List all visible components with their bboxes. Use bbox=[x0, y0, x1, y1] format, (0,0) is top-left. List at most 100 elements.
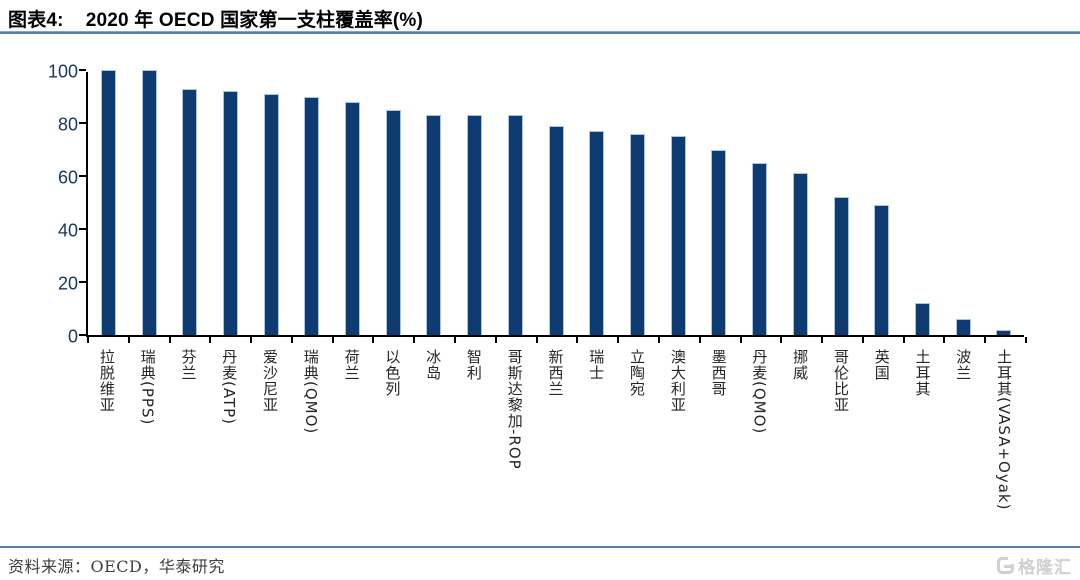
bar bbox=[100, 70, 116, 335]
category-label: 澳大利亚 bbox=[668, 349, 687, 413]
x-label-slot: 丹麦(ATP) bbox=[208, 349, 249, 510]
bar bbox=[711, 149, 727, 335]
y-axis-tick bbox=[79, 69, 86, 71]
bar bbox=[874, 205, 890, 335]
bar-slot bbox=[861, 72, 902, 335]
bar-slot bbox=[414, 72, 455, 335]
category-label: 波兰 bbox=[954, 349, 973, 381]
x-label-slot: 爱沙尼亚 bbox=[249, 349, 290, 510]
bar-slot bbox=[495, 72, 536, 335]
x-axis-tick bbox=[454, 337, 457, 343]
bar-slot bbox=[373, 72, 414, 335]
bar bbox=[304, 96, 320, 335]
bar bbox=[345, 101, 361, 335]
y-axis-tick bbox=[79, 122, 86, 124]
category-label: 丹麦(QMO) bbox=[750, 349, 769, 435]
bar bbox=[955, 319, 971, 335]
watermark-logo: 格隆汇 bbox=[997, 553, 1072, 578]
y-axis-tick bbox=[79, 334, 86, 336]
source-note: 资料来源：OECD，华泰研究 bbox=[8, 557, 225, 576]
x-label-slot: 丹麦(QMO) bbox=[739, 349, 780, 510]
bar bbox=[141, 70, 157, 335]
x-axis-tick bbox=[290, 337, 293, 343]
category-label: 英国 bbox=[872, 349, 891, 381]
bar bbox=[996, 329, 1012, 335]
category-label: 拉脱维亚 bbox=[97, 349, 116, 413]
category-label: 智利 bbox=[464, 349, 483, 381]
bar-slot bbox=[983, 72, 1024, 335]
x-axis-tick bbox=[861, 337, 864, 343]
bar-chart: 拉脱维亚 瑞典(PPS) 芬兰 丹麦(ATP) 爱沙尼亚 瑞典(QMO) 荷兰 以色列 冰岛 智利… bbox=[0, 40, 1080, 540]
x-axis-tick bbox=[739, 337, 742, 343]
bar-slot bbox=[699, 72, 740, 335]
x-label-slot: 瑞士 bbox=[575, 349, 616, 510]
x-label-slot: 哥伦比亚 bbox=[820, 349, 861, 510]
x-axis-tick bbox=[372, 337, 375, 343]
title-divider bbox=[0, 31, 1080, 34]
x-axis-tick bbox=[902, 337, 905, 343]
category-label: 冰岛 bbox=[424, 349, 443, 381]
bar-slot bbox=[739, 72, 780, 335]
bar bbox=[222, 91, 238, 335]
x-label-slot: 哥斯达黎加-ROP bbox=[494, 349, 535, 510]
bar bbox=[507, 115, 523, 335]
x-label-slot: 瑞典(QMO) bbox=[290, 349, 331, 510]
bar bbox=[589, 130, 605, 335]
bar-slot bbox=[292, 72, 333, 335]
bars-container bbox=[88, 70, 1024, 335]
bar-slot bbox=[88, 70, 129, 335]
y-tick-label: 40 bbox=[57, 220, 78, 241]
x-axis-tick bbox=[209, 337, 212, 343]
page-title: 图表4: 2020 年 OECD 国家第一支柱覆盖率(%) bbox=[8, 5, 1072, 32]
x-label-slot: 土耳其(VASA+Oyak) bbox=[983, 349, 1024, 510]
x-axis-tick bbox=[331, 337, 334, 343]
figure-title: 2020 年 OECD 国家第一支柱覆盖率(%) bbox=[85, 10, 424, 31]
bar bbox=[629, 133, 645, 335]
bar-slot bbox=[251, 72, 292, 335]
y-axis-tick bbox=[79, 281, 86, 283]
x-label-slot: 冰岛 bbox=[412, 349, 453, 510]
x-label-slot: 挪威 bbox=[779, 349, 820, 510]
bar bbox=[914, 303, 930, 335]
y-tick-label: 80 bbox=[57, 114, 78, 135]
category-label: 土耳其 bbox=[913, 349, 932, 397]
category-label: 挪威 bbox=[791, 349, 810, 381]
x-axis-tick bbox=[87, 337, 89, 343]
category-label: 墨西哥 bbox=[709, 349, 728, 397]
category-label: 芬兰 bbox=[179, 349, 198, 381]
figure-tag: 图表4: bbox=[8, 10, 64, 31]
category-label: 立陶宛 bbox=[628, 349, 647, 397]
x-label-slot: 澳大利亚 bbox=[657, 349, 698, 510]
y-tick-label: 0 bbox=[67, 326, 78, 347]
bar-slot bbox=[536, 72, 577, 335]
bar bbox=[263, 93, 279, 335]
bar bbox=[670, 136, 686, 335]
y-axis-tick bbox=[79, 175, 86, 177]
gelonghui-logo-text: 格隆汇 bbox=[1018, 558, 1072, 577]
y-tick-label: 60 bbox=[57, 167, 78, 188]
x-axis-tick bbox=[617, 337, 620, 343]
x-label-slot: 荷兰 bbox=[331, 349, 372, 510]
bar-slot bbox=[332, 72, 373, 335]
bar-slot bbox=[780, 72, 821, 335]
x-axis-tick bbox=[780, 337, 783, 343]
category-label: 荷兰 bbox=[342, 349, 361, 381]
bar-slot bbox=[902, 72, 943, 335]
category-label: 丹麦(ATP) bbox=[220, 349, 239, 426]
x-label-slot: 以色列 bbox=[371, 349, 412, 510]
bar-slot bbox=[943, 72, 984, 335]
x-axis-tick bbox=[943, 337, 946, 343]
y-tick-label: 20 bbox=[57, 273, 78, 294]
x-axis-tick bbox=[413, 337, 416, 343]
category-label: 哥斯达黎加-ROP bbox=[505, 349, 524, 470]
x-axis-tick bbox=[250, 337, 253, 343]
x-label-slot: 墨西哥 bbox=[698, 349, 739, 510]
x-label-slot: 英国 bbox=[861, 349, 902, 510]
x-axis-tick bbox=[698, 337, 701, 343]
x-label-slot: 波兰 bbox=[942, 349, 983, 510]
x-axis-tick bbox=[168, 337, 171, 343]
bar bbox=[426, 115, 442, 335]
x-axis-tick bbox=[576, 337, 579, 343]
x-label-slot: 智利 bbox=[453, 349, 494, 510]
x-label-slot: 瑞典(PPS) bbox=[127, 349, 168, 510]
